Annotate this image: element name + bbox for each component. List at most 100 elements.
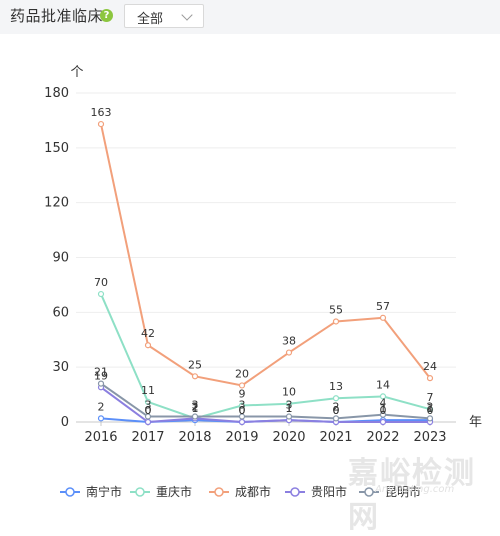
data-label: 2 <box>192 400 199 413</box>
data-label: 3 <box>145 399 152 412</box>
data-label: 0 <box>333 404 340 417</box>
data-label: 0 <box>333 404 340 417</box>
x-tick-label: 2016 <box>84 430 117 445</box>
data-point[interactable] <box>285 413 293 420</box>
data-point[interactable] <box>332 395 340 402</box>
legend-circle-icon <box>135 487 145 497</box>
x-tick-label: 2019 <box>225 430 258 445</box>
x-axis-unit: 年 <box>469 415 482 430</box>
y-tick-label: 30 <box>52 360 69 375</box>
data-point[interactable] <box>191 373 199 380</box>
data-label: 1 <box>380 402 387 415</box>
data-label: 14 <box>376 378 390 391</box>
data-label: 1 <box>286 402 293 415</box>
data-point[interactable] <box>97 380 105 387</box>
series-line <box>100 293 431 420</box>
data-label: 0 <box>239 404 246 417</box>
data-point[interactable] <box>426 415 434 422</box>
data-point[interactable] <box>285 400 293 407</box>
data-label: 10 <box>282 386 296 399</box>
data-point[interactable] <box>97 120 105 128</box>
y-tick-label: 90 <box>52 251 69 266</box>
data-point[interactable] <box>379 418 387 426</box>
data-label: 0 <box>239 404 246 417</box>
grid-lines <box>76 92 456 368</box>
x-tick-label: 2020 <box>272 430 305 445</box>
data-point[interactable] <box>191 413 199 420</box>
data-label: 19 <box>94 369 108 382</box>
data-label: 1 <box>427 402 434 415</box>
legend-label: 重庆市 <box>156 484 192 499</box>
question-mark-icon[interactable]: ? <box>100 9 113 22</box>
data-point[interactable] <box>97 290 105 298</box>
legend-label: 贵阳市 <box>311 484 347 499</box>
legend-item[interactable]: 南宁市 <box>60 484 122 499</box>
data-point[interactable] <box>238 418 246 426</box>
data-point[interactable] <box>238 382 246 389</box>
data-label: 38 <box>282 335 296 348</box>
dropdown-value: 全部 <box>137 12 164 27</box>
data-point[interactable] <box>144 398 152 405</box>
data-point[interactable] <box>426 375 434 382</box>
legend-label: 成都市 <box>235 484 271 499</box>
legend-label: 南宁市 <box>86 484 122 499</box>
data-label: 20 <box>235 367 249 380</box>
data-point[interactable] <box>97 415 105 422</box>
x-tick-label: 2022 <box>366 430 399 445</box>
series-line <box>100 382 431 420</box>
data-point[interactable] <box>144 342 152 349</box>
data-point[interactable] <box>379 314 387 321</box>
data-label: 0 <box>427 404 434 417</box>
legend-item[interactable]: 成都市 <box>209 484 271 499</box>
data-label: 13 <box>329 380 343 393</box>
data-label: 3 <box>192 399 199 412</box>
data-label: 4 <box>380 397 387 410</box>
data-label: 3 <box>286 399 293 412</box>
data-label: 55 <box>329 303 343 316</box>
data-label: 0 <box>380 404 387 417</box>
data-label: 11 <box>141 384 155 397</box>
x-tick-label: 2021 <box>319 430 352 445</box>
x-tick-label: 2023 <box>413 430 446 445</box>
data-point[interactable] <box>238 402 246 409</box>
data-label: 42 <box>141 327 155 340</box>
data-point[interactable] <box>379 411 387 418</box>
y-tick-label: 120 <box>44 196 69 211</box>
data-point[interactable] <box>144 413 152 420</box>
data-point[interactable] <box>426 406 434 413</box>
data-label: 2 <box>427 400 434 413</box>
region-dropdown[interactable]: 全部 <box>124 4 204 28</box>
data-label: 3 <box>239 399 246 412</box>
data-point[interactable] <box>332 415 340 422</box>
data-label: 7 <box>427 391 434 404</box>
legend-item[interactable]: 重庆市 <box>130 484 192 499</box>
series-line <box>100 123 431 387</box>
data-point[interactable] <box>379 393 387 400</box>
series-line <box>100 386 430 424</box>
legend-circle-icon <box>65 487 75 497</box>
data-label: 2 <box>98 400 105 413</box>
legend-circle-icon <box>214 487 224 497</box>
data-label: 2 <box>192 400 199 413</box>
data-label: 2 <box>333 400 340 413</box>
y-axis-unit: 个 <box>70 65 83 80</box>
data-label: 0 <box>145 404 152 417</box>
data-point[interactable] <box>332 318 340 325</box>
data-point[interactable] <box>238 413 246 420</box>
y-tick-label: 0 <box>61 415 69 430</box>
legend-item[interactable]: 贵阳市 <box>285 484 347 499</box>
chart-title: 药品批准临床 <box>10 7 104 25</box>
data-label: 21 <box>94 366 108 379</box>
legend-label: 昆明市 <box>385 484 421 499</box>
data-label: 25 <box>188 358 202 371</box>
watermark-subtext: AnyTesting.com <box>375 484 455 495</box>
data-label: 70 <box>94 276 108 289</box>
data-label: 163 <box>91 106 112 119</box>
data-point[interactable] <box>285 349 293 356</box>
legend-item[interactable]: 昆明市 <box>359 484 421 499</box>
data-label: 1 <box>192 402 199 415</box>
data-point[interactable] <box>144 418 152 426</box>
series-lines <box>97 120 434 426</box>
